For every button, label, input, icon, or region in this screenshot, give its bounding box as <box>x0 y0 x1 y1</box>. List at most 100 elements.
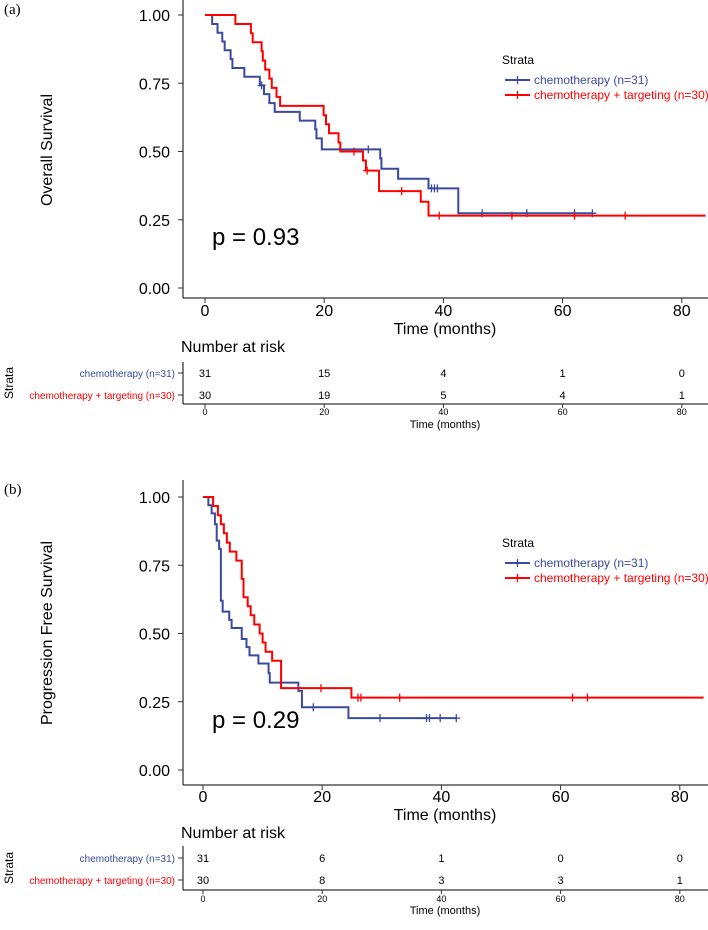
y-axis-title: Progression Free Survival <box>39 541 56 725</box>
panel-label: (b) <box>4 482 22 498</box>
x-axis-title: Time (months) <box>394 321 497 338</box>
risk-count: 3 <box>438 875 444 887</box>
x-tick-label: 0 <box>201 303 210 320</box>
p-value: p = 0.29 <box>212 707 299 734</box>
risk-count: 0 <box>679 368 685 380</box>
survival-curve-chemotherapy <box>203 496 457 720</box>
p-value: p = 0.93 <box>212 224 299 251</box>
censor-mark <box>568 693 577 702</box>
risk-row-label: chemotherapy + targeting (n=30) <box>29 876 175 887</box>
y-tick-label: 0.00 <box>139 763 170 780</box>
censor-mark <box>395 693 404 702</box>
risk-x-tick-label: 80 <box>677 407 687 417</box>
risk-count: 0 <box>677 853 683 865</box>
risk-count: 1 <box>679 390 685 402</box>
risk-count: 1 <box>560 368 566 380</box>
legend-entry: chemotherapy + targeting (n=30) <box>534 88 708 102</box>
censor-mark <box>356 693 365 702</box>
risk-row-label: chemotherapy (n=31) <box>80 854 175 865</box>
censor-mark <box>363 166 372 175</box>
risk-x-tick-label: 80 <box>675 894 685 904</box>
y-tick-label: 0.25 <box>139 213 170 230</box>
censor-mark <box>436 714 445 723</box>
risk-count: 4 <box>440 368 446 380</box>
risk-x-tick-label: 40 <box>436 894 446 904</box>
risk-count: 5 <box>440 390 446 402</box>
legend-title: Strata <box>502 536 534 550</box>
legend-title: Strata <box>502 53 534 67</box>
censor-mark <box>376 714 385 723</box>
risk-count: 31 <box>199 368 211 380</box>
risk-count: 6 <box>319 853 325 865</box>
risk-x-tick-label: 60 <box>556 894 566 904</box>
y-tick-label: 1.00 <box>139 490 170 507</box>
censor-mark <box>433 184 442 193</box>
risk-table-title: Number at risk <box>181 825 286 842</box>
risk-count: 15 <box>318 368 330 380</box>
y-tick-label: 0.75 <box>139 558 170 575</box>
risk-table-strata-label: Strata <box>2 852 16 884</box>
risk-count: 3 <box>558 875 564 887</box>
risk-x-tick-label: 20 <box>319 407 329 417</box>
censor-mark <box>452 714 461 723</box>
risk-count: 30 <box>197 875 209 887</box>
y-tick-label: 0.50 <box>139 627 170 644</box>
x-tick-label: 60 <box>552 789 570 806</box>
risk-x-tick-label: 20 <box>317 894 327 904</box>
x-tick-label: 80 <box>673 303 691 320</box>
risk-x-tick-label: 0 <box>202 407 207 417</box>
risk-table-title: Number at risk <box>181 339 286 356</box>
risk-row-label: chemotherapy (n=31) <box>80 369 175 380</box>
risk-table-x-title: Time (months) <box>410 419 481 431</box>
y-tick-label: 0.25 <box>139 695 170 712</box>
censor-mark <box>317 684 326 693</box>
x-tick-label: 60 <box>554 303 572 320</box>
legend-entry: chemotherapy + targeting (n=30) <box>534 571 708 585</box>
x-tick-label: 40 <box>435 303 453 320</box>
censor-mark <box>364 145 373 154</box>
survival-curve-chemotherapy <box>205 14 593 215</box>
survival-curve-chemotherapy-targeting <box>203 496 704 699</box>
risk-count: 8 <box>319 875 325 887</box>
censor-mark <box>570 211 579 220</box>
risk-count: 0 <box>558 853 564 865</box>
y-tick-label: 0.50 <box>139 145 170 162</box>
risk-count: 31 <box>197 853 209 865</box>
risk-count: 19 <box>318 390 330 402</box>
censor-mark <box>435 211 444 220</box>
risk-count: 4 <box>560 390 566 402</box>
censor-mark <box>350 147 358 156</box>
risk-x-tick-label: 40 <box>438 407 448 417</box>
risk-table-strata-label: Strata <box>2 367 16 399</box>
risk-x-tick-label: 60 <box>558 407 568 417</box>
censor-mark <box>397 187 406 196</box>
x-tick-label: 40 <box>433 789 451 806</box>
legend-entry: chemotherapy (n=31) <box>534 556 648 570</box>
risk-x-tick-label: 0 <box>200 894 205 904</box>
risk-row-label: chemotherapy + targeting (n=30) <box>29 391 175 402</box>
x-tick-label: 80 <box>671 789 689 806</box>
legend-entry: chemotherapy (n=31) <box>534 73 648 87</box>
x-tick-label: 20 <box>313 789 331 806</box>
y-tick-label: 1.00 <box>139 8 170 25</box>
x-tick-label: 0 <box>199 789 208 806</box>
survival-curve-chemotherapy-targeting <box>205 14 706 217</box>
censor-mark <box>257 81 266 90</box>
risk-count: 1 <box>438 853 444 865</box>
censor-mark <box>583 693 592 702</box>
x-axis-title: Time (months) <box>394 807 497 824</box>
y-tick-label: 0.75 <box>139 76 170 93</box>
y-axis-title: Overall Survival <box>39 94 56 206</box>
censor-mark <box>309 703 318 712</box>
censor-mark <box>621 211 630 220</box>
risk-count: 1 <box>677 875 683 887</box>
x-tick-label: 20 <box>315 303 333 320</box>
censor-mark <box>507 211 516 220</box>
panel-label: (a) <box>4 2 21 18</box>
risk-count: 30 <box>199 390 211 402</box>
y-tick-label: 0.00 <box>139 281 170 298</box>
censor-mark <box>425 714 434 723</box>
